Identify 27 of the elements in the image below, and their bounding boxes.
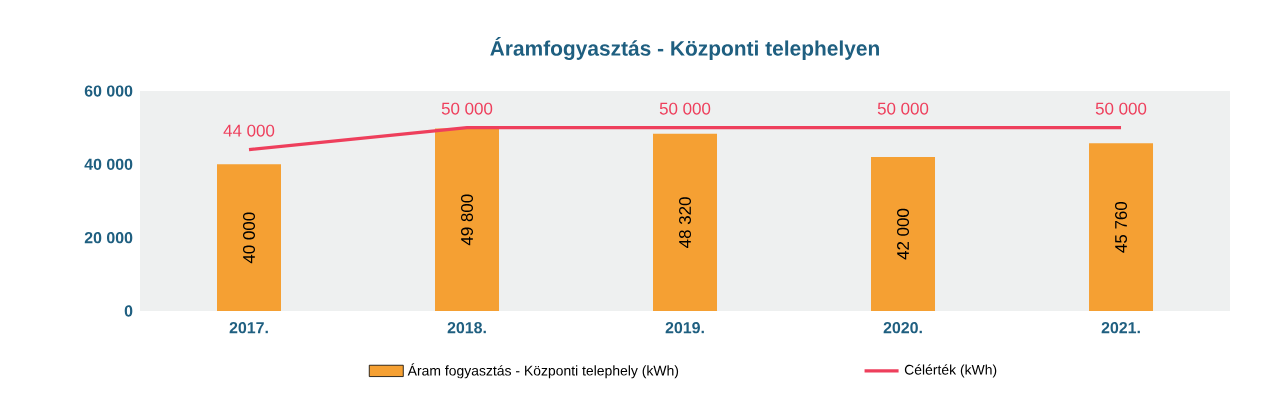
bar bbox=[217, 164, 281, 311]
y-tick-label: 60 000 bbox=[84, 85, 133, 97]
bar bbox=[435, 128, 500, 311]
y-tick-label: 40 000 bbox=[84, 158, 133, 170]
x-tick-label: 2021. bbox=[1101, 322, 1140, 334]
x-tick-label: 2020. bbox=[883, 322, 922, 334]
data-label: 44 000 bbox=[223, 124, 275, 137]
data-label: 49 800 bbox=[461, 194, 473, 246]
x-tick-label: 2017. bbox=[229, 322, 268, 334]
chart-title: Áramfogyasztás - Központi telephelyen bbox=[490, 37, 879, 61]
y-tick-label: 0 bbox=[124, 305, 133, 317]
data-label: 50 000 bbox=[877, 102, 929, 115]
legend-label: Áram fogyasztás - Központi telephely (kWh) bbox=[407, 363, 679, 379]
bar bbox=[1089, 143, 1154, 311]
data-label: 48 320 bbox=[679, 197, 691, 248]
legend-label: Célérték (kWh) bbox=[904, 364, 997, 378]
data-label: 45 760 bbox=[1115, 201, 1127, 253]
x-tick-label: 2018. bbox=[447, 322, 486, 334]
data-label: 50 000 bbox=[441, 102, 493, 115]
bar bbox=[871, 157, 936, 311]
bar bbox=[653, 133, 718, 311]
y-tick-label: 20 000 bbox=[84, 232, 133, 244]
data-label: 42 000 bbox=[897, 208, 909, 260]
x-tick-label: 2019. bbox=[665, 322, 704, 334]
data-label: 50 000 bbox=[1095, 102, 1147, 115]
data-label: 40 000 bbox=[243, 212, 255, 264]
data-label: 50 000 bbox=[659, 102, 711, 115]
